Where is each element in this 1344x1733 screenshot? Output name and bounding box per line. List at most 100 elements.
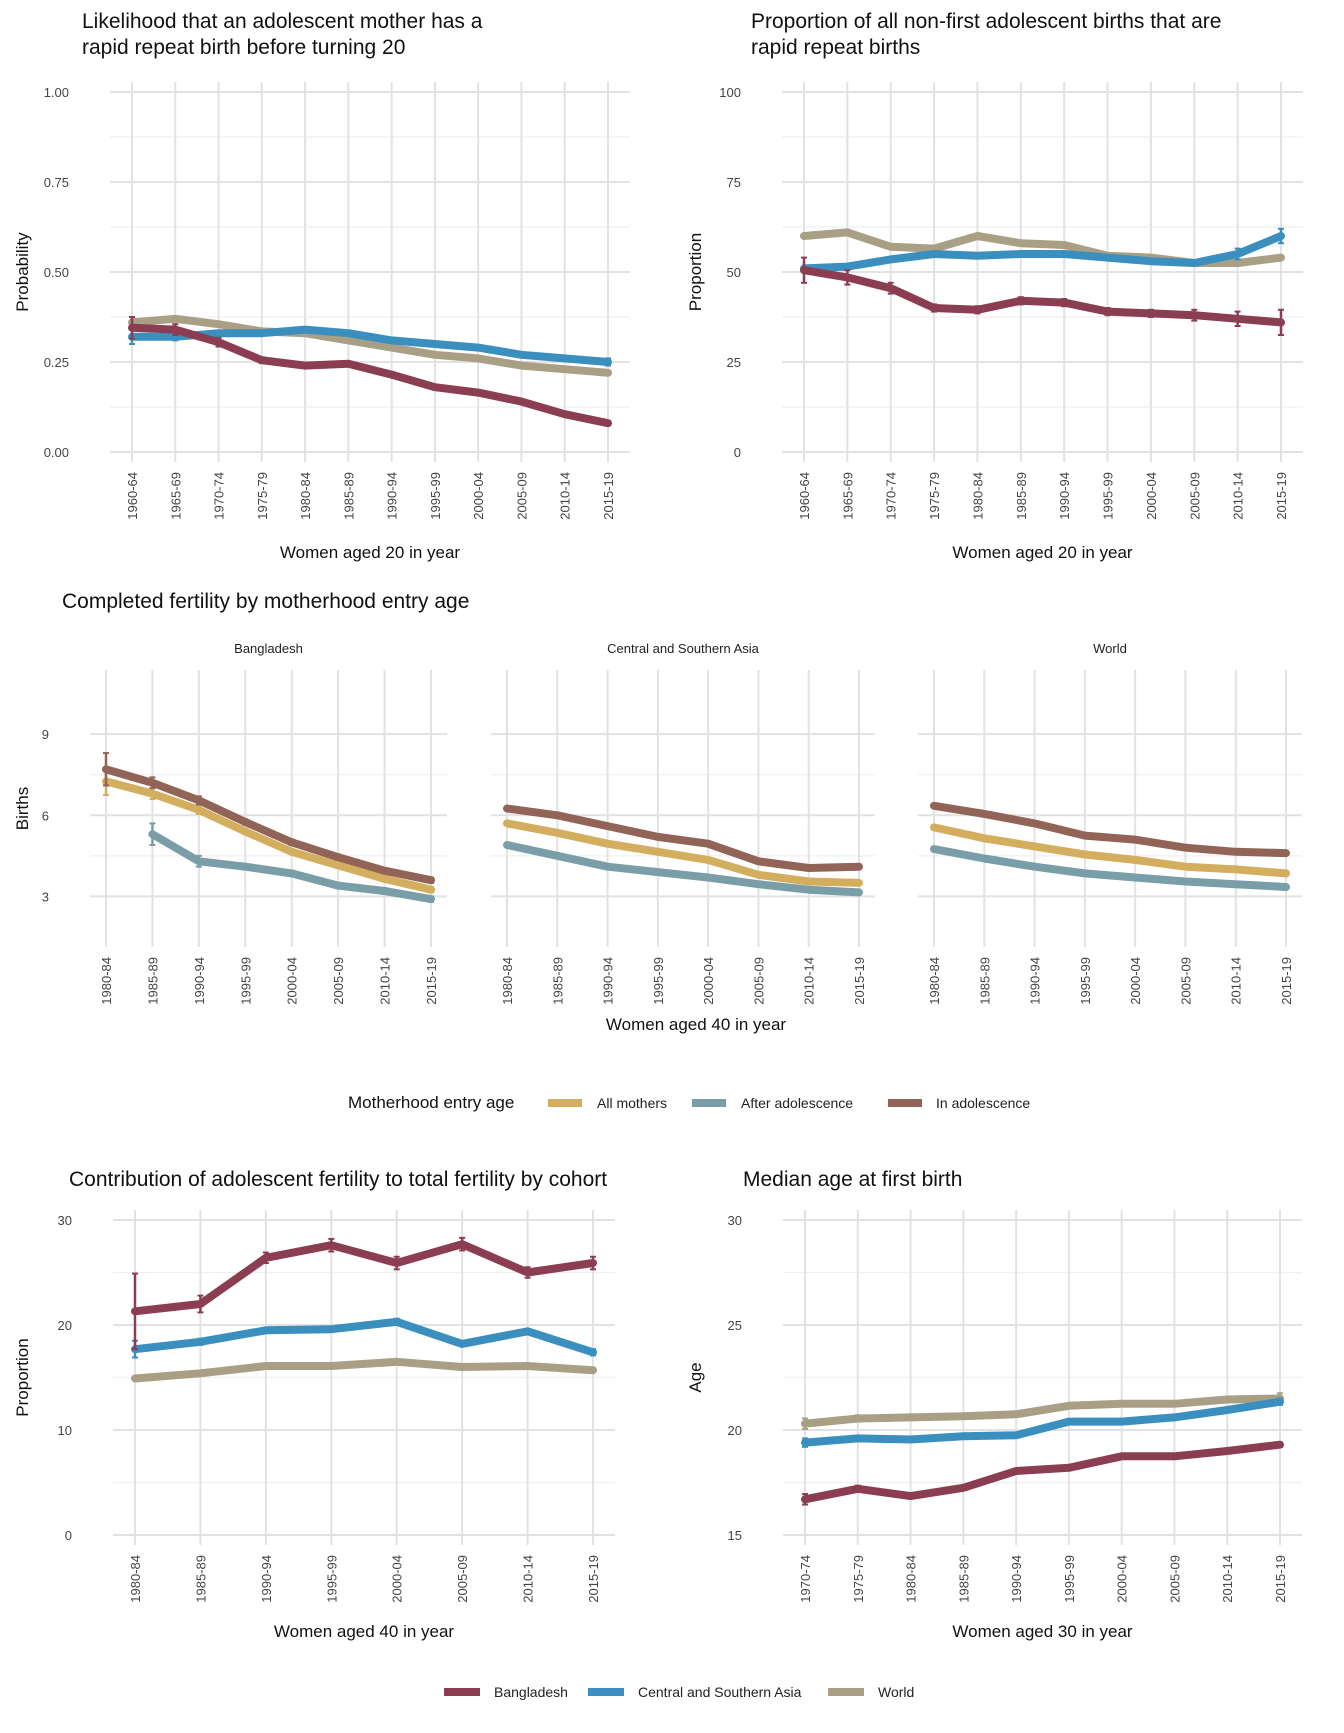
legend-label: In adolescence bbox=[936, 1095, 1030, 1111]
x-tick-label: 2015-19 bbox=[1274, 472, 1289, 520]
chart-title: rapid repeat birth before turning 20 bbox=[82, 36, 405, 59]
facet-strip-label: Central and Southern Asia bbox=[607, 641, 760, 656]
chart-panel-p4: Contribution of adolescent fertility to … bbox=[13, 1168, 615, 1641]
data-point bbox=[931, 246, 937, 252]
series-line bbox=[930, 845, 1290, 891]
series-line bbox=[930, 801, 1290, 858]
y-tick-label: 10 bbox=[58, 1423, 72, 1438]
series-line bbox=[801, 1394, 1284, 1428]
data-point bbox=[605, 823, 611, 829]
data-point bbox=[1283, 850, 1289, 856]
x-tick-label: 2015-19 bbox=[1273, 1555, 1288, 1603]
series-bangladesh bbox=[801, 1440, 1284, 1506]
x-tick-label: 1995-99 bbox=[324, 1555, 339, 1603]
data-point bbox=[655, 834, 661, 840]
data-point bbox=[605, 864, 611, 870]
data-point bbox=[432, 341, 438, 347]
y-tick-label: 0.75 bbox=[44, 175, 69, 190]
data-point bbox=[459, 1364, 465, 1370]
data-point bbox=[345, 337, 351, 343]
data-point bbox=[1032, 864, 1038, 870]
grid bbox=[782, 82, 1303, 462]
data-point bbox=[655, 849, 661, 855]
data-point bbox=[931, 251, 937, 257]
y-axis-title: Proportion bbox=[13, 1338, 32, 1416]
data-point bbox=[216, 330, 222, 336]
data-point bbox=[1235, 260, 1241, 266]
y-axis-title: Probability bbox=[13, 232, 32, 312]
x-tick-label: 1970-74 bbox=[798, 1555, 813, 1603]
x-tick-label: 2010-14 bbox=[1229, 957, 1244, 1005]
series-all-mothers bbox=[503, 819, 863, 887]
data-point bbox=[755, 872, 761, 878]
data-point bbox=[844, 229, 850, 235]
data-point bbox=[1132, 874, 1138, 880]
series-bangladesh bbox=[128, 316, 612, 428]
data-point bbox=[562, 366, 568, 372]
chart-title: Contribution of adolescent fertility to … bbox=[69, 1168, 607, 1191]
x-tick-label: 1990-94 bbox=[259, 1555, 274, 1603]
data-point bbox=[1233, 866, 1239, 872]
x-tick-label: 1995-99 bbox=[238, 957, 253, 1005]
x-tick-label: 2015-19 bbox=[852, 957, 867, 1005]
y-tick-label: 9 bbox=[42, 727, 49, 742]
chart-panel-p3: Completed fertility by motherhood entry … bbox=[13, 590, 1302, 1034]
legend-label: All mothers bbox=[597, 1095, 667, 1111]
chart-title: Proportion of all non-first adolescent b… bbox=[751, 10, 1221, 33]
series-in-adolescence bbox=[102, 752, 435, 885]
x-tick-label: 1965-69 bbox=[840, 472, 855, 520]
data-point bbox=[394, 1359, 400, 1365]
legend-label: After adolescence bbox=[741, 1095, 853, 1111]
data-point bbox=[705, 857, 711, 863]
x-tick-label: 1985-89 bbox=[341, 472, 356, 520]
x-tick-label: 1980-84 bbox=[500, 957, 515, 1005]
x-tick-label: 1990-94 bbox=[1028, 957, 1043, 1005]
data-point bbox=[1105, 255, 1111, 261]
x-tick-label: 1990-94 bbox=[1009, 1555, 1024, 1603]
y-tick-label: 25 bbox=[728, 1318, 742, 1333]
x-tick-label: 1985-89 bbox=[956, 1555, 971, 1603]
series-line bbox=[503, 804, 863, 872]
x-axis-title: Women aged 40 in year bbox=[606, 1015, 787, 1034]
series-line bbox=[930, 823, 1290, 878]
data-point bbox=[554, 853, 560, 859]
x-tick-label: 2000-04 bbox=[1144, 472, 1159, 520]
x-tick-label: 1980-84 bbox=[298, 472, 313, 520]
data-point bbox=[263, 1363, 269, 1369]
series-line bbox=[800, 232, 1285, 273]
legend-label: Bangladesh bbox=[494, 1684, 568, 1700]
data-point bbox=[888, 256, 894, 262]
data-point bbox=[1018, 240, 1024, 246]
series-line bbox=[503, 819, 863, 887]
x-tick-label: 1995-99 bbox=[1078, 957, 1093, 1005]
series-line bbox=[131, 1317, 597, 1357]
facet-panel: Central and Southern Asia 1980-84 1985-89 1… bbox=[491, 641, 875, 1005]
x-tick-label: 1970-74 bbox=[212, 472, 227, 520]
x-tick-label: 1995-99 bbox=[651, 957, 666, 1005]
data-point bbox=[1061, 251, 1067, 257]
series-central-and-southern-asia bbox=[800, 227, 1285, 273]
x-tick-label: 1985-89 bbox=[145, 957, 160, 1005]
x-tick-label: 2005-09 bbox=[1178, 957, 1193, 1005]
y-tick-label: 0.00 bbox=[44, 445, 69, 460]
x-tick-label: 1985-89 bbox=[550, 957, 565, 1005]
data-point bbox=[856, 889, 862, 895]
x-tick-label: 1990-94 bbox=[1057, 472, 1072, 520]
x-tick-label: 2010-14 bbox=[521, 1555, 536, 1603]
grid bbox=[491, 670, 875, 947]
data-point bbox=[1233, 881, 1239, 887]
data-point bbox=[888, 244, 894, 250]
y-tick-label: 75 bbox=[727, 175, 741, 190]
x-tick-label: 2005-09 bbox=[455, 1555, 470, 1603]
y-axis-title: Age bbox=[686, 1362, 705, 1392]
data-point bbox=[518, 352, 524, 358]
x-tick-label: 2000-04 bbox=[285, 957, 300, 1005]
chart-panel-p1: Likelihood that an adolescent mother has… bbox=[13, 10, 630, 562]
x-tick-label: 2005-09 bbox=[331, 957, 346, 1005]
y-tick-label: 20 bbox=[728, 1423, 742, 1438]
series-line bbox=[801, 1440, 1284, 1504]
data-point bbox=[974, 233, 980, 239]
data-point bbox=[908, 1436, 914, 1442]
x-tick-label: 1960-64 bbox=[797, 472, 812, 520]
